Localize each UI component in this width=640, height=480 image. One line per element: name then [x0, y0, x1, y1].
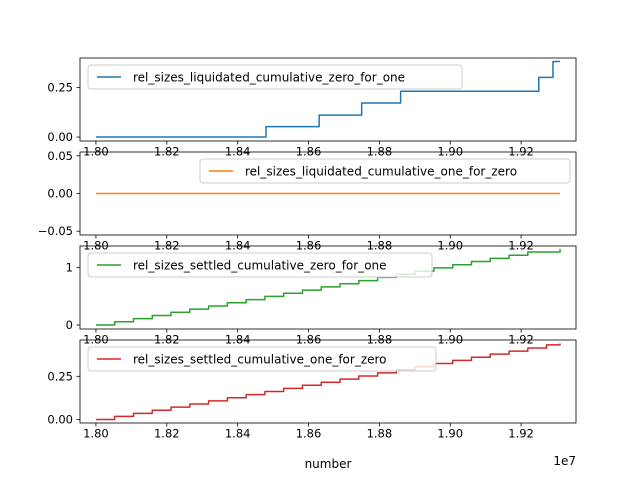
x-tick-label: 1.86	[296, 145, 322, 159]
axes-frame	[79, 245, 577, 330]
legend: rel_sizes_settled_cumulative_zero_for_on…	[87, 252, 433, 278]
legend: rel_sizes_liquidated_cumulative_zero_for…	[87, 64, 463, 90]
x-tick-label: 1.92	[508, 239, 534, 253]
x-tick-label: 1.82	[154, 239, 180, 253]
x-tick-label: 1.82	[154, 145, 180, 159]
y-tick-label: 0.00	[47, 187, 73, 201]
legend-label: rel_sizes_settled_cumulative_one_for_zer…	[133, 353, 387, 367]
x-tick-label: 1.86	[296, 427, 322, 441]
axes-frame	[79, 57, 577, 142]
series-line-4-1	[95, 343, 561, 421]
x-tick-label: 1.86	[296, 239, 322, 253]
legend-label: rel_sizes_liquidated_cumulative_one_for_…	[245, 165, 517, 179]
x-tick-label: 1.90	[437, 333, 463, 347]
legend: rel_sizes_settled_cumulative_one_for_zer…	[87, 346, 437, 372]
x-tick-label: 1.90	[437, 427, 463, 441]
x-axis-label: number	[305, 457, 352, 471]
axes-frame	[79, 339, 577, 424]
x-tick-label: 1.84	[225, 333, 251, 347]
legend-frame	[87, 346, 437, 372]
subplot-4: 1.80 1.82 1.84 1.86 1.88 1.90 1.92 0.00 0.25 rel_…	[47, 339, 577, 441]
subplot-1: 1.80 1.82 1.84 1.86 1.88 1.90 1.92 0.00 0.25 rel_…	[47, 57, 577, 159]
x-axis-offset-text: 1e7	[553, 454, 576, 468]
x-tick-label: 1.92	[508, 333, 534, 347]
y-tick-label: 0.00	[47, 130, 73, 144]
y-tick-label: 0.25	[47, 81, 73, 95]
x-tick-label: 1.88	[367, 427, 393, 441]
y-tick-label: 1	[66, 260, 73, 274]
x-tick-label: 1.88	[367, 333, 393, 347]
subplot-3: 1.80 1.82 1.84 1.86 1.88 1.90 1.92 0 1 rel_sizes_…	[66, 245, 577, 347]
y-tick-label: 0	[66, 318, 73, 332]
x-tick-label: 1.84	[225, 239, 251, 253]
legend: rel_sizes_liquidated_cumulative_one_for_…	[199, 158, 571, 184]
x-tick-label: 1.82	[154, 427, 180, 441]
x-tick-label: 1.90	[437, 145, 463, 159]
x-tick-label: 1.82	[154, 333, 180, 347]
x-tick-label: 1.90	[437, 239, 463, 253]
x-tick-label: 1.80	[83, 333, 109, 347]
x-tick-label: 1.80	[83, 239, 109, 253]
x-tick-label: 1.84	[225, 145, 251, 159]
x-tick-label: 1.92	[508, 145, 534, 159]
y-tick-label: −0.05	[38, 224, 73, 238]
x-tick-label: 1.88	[367, 239, 393, 253]
legend-frame	[87, 252, 433, 278]
legend-frame	[87, 64, 463, 90]
x-tick-label: 1.88	[367, 145, 393, 159]
subplot-panels: 1.80 1.82 1.84 1.86 1.88 1.90 1.92 0.00 0.25 rel_…	[38, 57, 577, 441]
x-tick-label: 1.86	[296, 333, 322, 347]
x-tick-label: 1.84	[225, 427, 251, 441]
legend-frame	[199, 158, 571, 184]
series-line-3-1	[95, 248, 561, 326]
legend-label: rel_sizes_liquidated_cumulative_zero_for…	[133, 71, 405, 85]
y-tick-label: 0.25	[47, 369, 73, 383]
x-tick-label: 1.80	[83, 145, 109, 159]
subplot-2: 1.80 1.82 1.84 1.86 1.88 1.90 1.92 −0.05 0.00 0.0…	[38, 149, 577, 253]
legend-label: rel_sizes_settled_cumulative_zero_for_on…	[133, 259, 387, 273]
series-line-1-1	[95, 60, 561, 138]
x-tick-label: 1.92	[508, 427, 534, 441]
x-tick-label: 1.80	[83, 427, 109, 441]
y-tick-label: 0.00	[47, 413, 73, 427]
y-tick-label: 0.05	[47, 149, 73, 163]
